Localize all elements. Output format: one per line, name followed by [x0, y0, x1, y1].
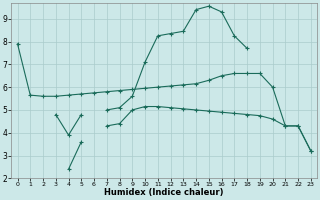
- X-axis label: Humidex (Indice chaleur): Humidex (Indice chaleur): [104, 188, 224, 197]
